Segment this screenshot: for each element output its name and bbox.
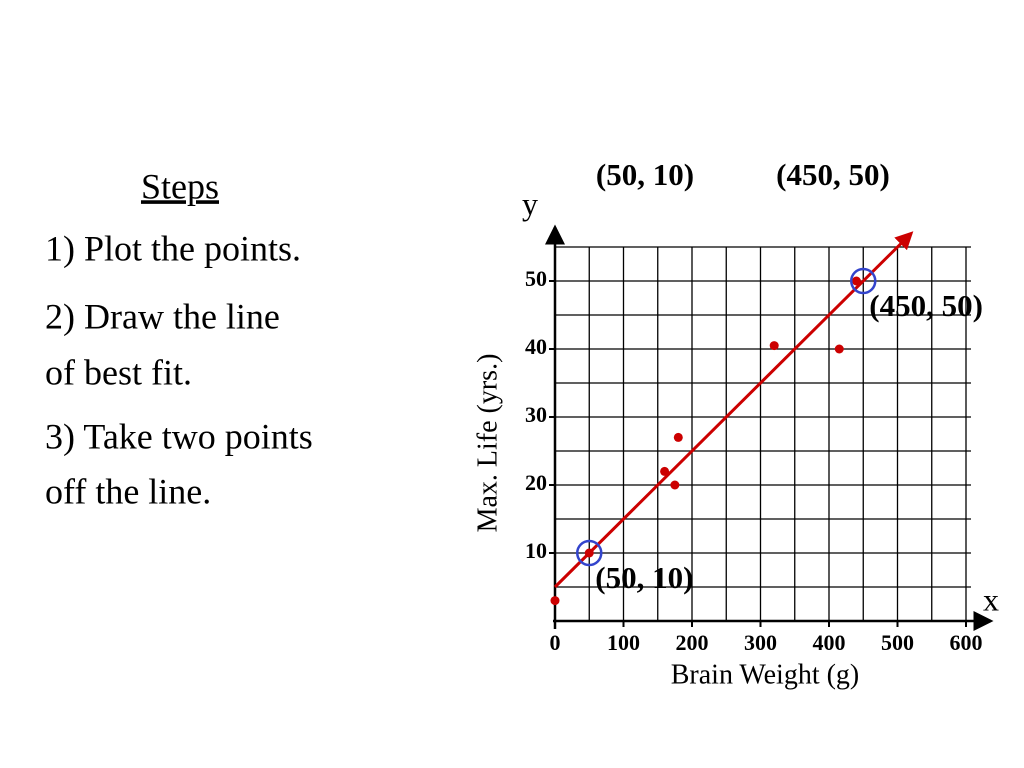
data-point xyxy=(769,341,779,351)
step-text: off the line. xyxy=(45,471,211,511)
y-axis-title: Max. Life (yrs.) xyxy=(472,354,503,533)
data-point xyxy=(660,466,670,476)
y-tick-label: 30 xyxy=(525,402,547,427)
y-axis-letter: y xyxy=(522,185,538,221)
y-tick-label: 40 xyxy=(525,334,547,359)
x-tick-label: 0 xyxy=(550,630,561,655)
y-tick-label: 10 xyxy=(525,538,547,563)
x-tick-label: 400 xyxy=(813,630,846,655)
y-tick-label: 20 xyxy=(525,470,547,495)
x-tick-label: 100 xyxy=(607,630,640,655)
highlight-circle xyxy=(850,267,877,295)
fit-line xyxy=(553,231,914,589)
step-text: of best fit. xyxy=(45,352,192,392)
step-text: 2) Draw the line xyxy=(45,296,280,336)
step-text: 1) Plot the points. xyxy=(45,228,301,268)
x-tick-label: 500 xyxy=(881,630,914,655)
x-tick-label: 200 xyxy=(676,630,709,655)
x-tick-label: 300 xyxy=(744,630,777,655)
x-axis-title: Brain Weight (g) xyxy=(671,659,860,690)
data-point xyxy=(550,596,560,606)
steps-heading: Steps xyxy=(141,166,219,206)
data-point xyxy=(670,480,680,490)
top-label: (50, 10) xyxy=(596,157,694,192)
highlight-label: (50, 10) xyxy=(595,560,693,595)
data-point xyxy=(851,276,861,286)
highlight-label: (450, 50) xyxy=(869,288,983,323)
step-text: 3) Take two points xyxy=(45,416,313,456)
data-point xyxy=(834,344,844,354)
x-axis-letter: x xyxy=(983,581,999,617)
x-tick-label: 600 xyxy=(950,630,983,655)
data-point xyxy=(584,548,594,558)
data-point xyxy=(673,432,683,442)
top-label: (450, 50) xyxy=(776,157,890,192)
y-tick-label: 50 xyxy=(525,266,547,291)
highlight-circle xyxy=(576,539,603,567)
